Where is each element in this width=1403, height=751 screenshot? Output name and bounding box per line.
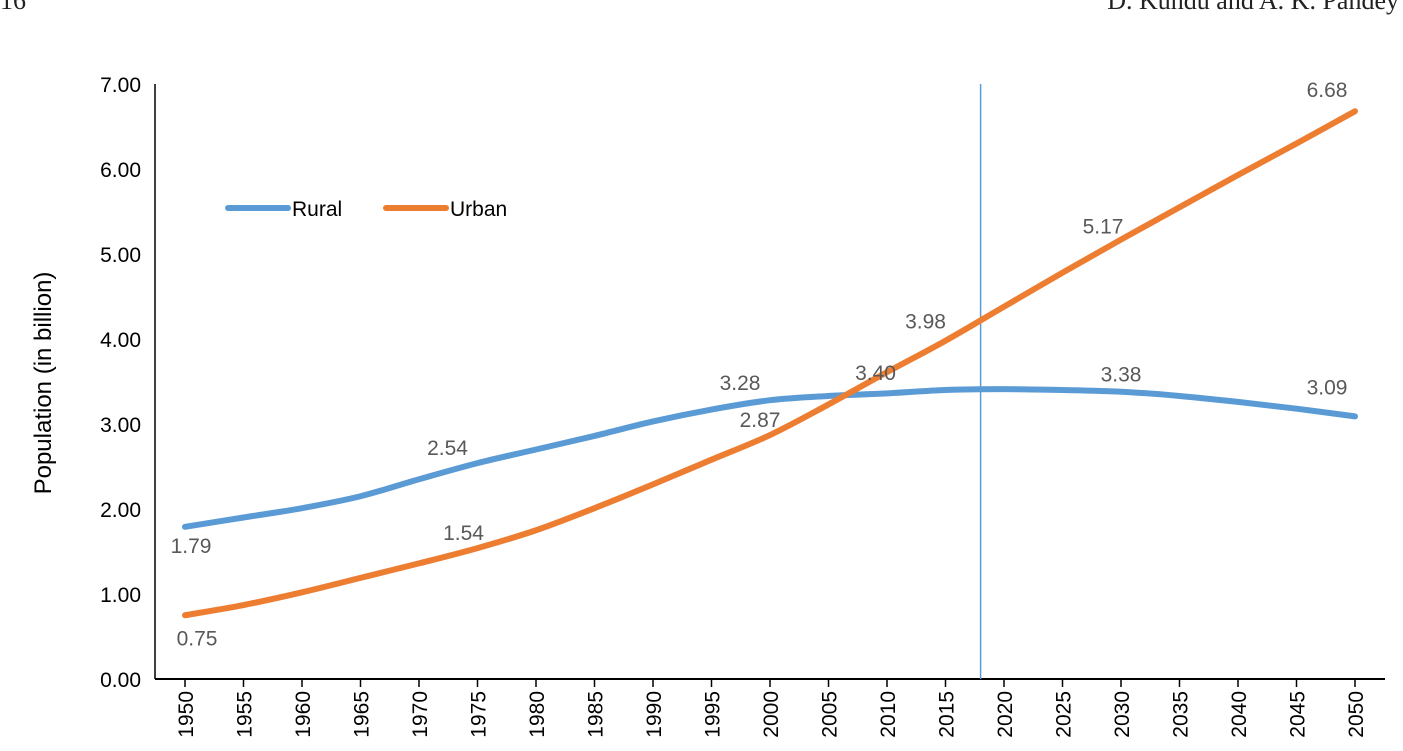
x-tick-label: 1950 [175, 691, 198, 738]
x-tick-label: 2040 [1228, 691, 1251, 738]
x-tick-label: 1965 [351, 691, 374, 738]
x-tick-label: 1955 [234, 691, 257, 738]
rural-data-label: 3.28 [720, 372, 761, 395]
x-tick-label: 2025 [1053, 691, 1076, 738]
urban-series-line [182, 108, 1358, 619]
rural-data-label: 2.54 [427, 437, 468, 460]
page-number: 16 [0, 0, 26, 15]
rural-data-label: 1.79 [171, 535, 212, 558]
urban-data-label: 0.75 [177, 627, 218, 650]
y-tick-label: 0.00 [100, 669, 141, 692]
y-tick-label: 3.00 [100, 414, 141, 437]
x-tick-label: 2045 [1287, 691, 1310, 738]
legend-label-urban: Urban [450, 198, 507, 221]
x-tick-label: 2030 [1111, 691, 1134, 738]
x-tick-label: 1960 [292, 691, 315, 738]
x-tick-label: 1980 [526, 691, 549, 738]
x-tick-label: 1975 [468, 691, 491, 738]
x-tick-label: 1995 [702, 691, 725, 738]
x-tick-label: 2005 [819, 691, 842, 738]
data-labels: 1.79 2.54 3.28 3.40 3.38 3.09 0.75 1.54 2.87 3.98… [171, 79, 1348, 650]
y-tick-label: 7.00 [100, 74, 141, 97]
urban-data-label: 2.87 [740, 409, 781, 432]
y-axis-label: Population (in billion) [30, 272, 57, 495]
x-tick-label: 2000 [760, 691, 783, 738]
y-tick-label: 2.00 [100, 499, 141, 522]
x-tick-label: 2010 [877, 691, 900, 738]
chart-legend: Rural Urban [225, 198, 507, 221]
urban-data-label: 3.98 [905, 311, 946, 334]
rural-data-label: 3.09 [1307, 376, 1348, 399]
chart-axes: 0.00 1.00 2.00 3.00 4.00 5.00 6.00 7.00 1950 1955… [100, 74, 1385, 738]
urban-data-label: 1.54 [443, 522, 484, 545]
y-tick-label: 1.00 [100, 584, 141, 607]
rural-data-label: 3.38 [1101, 364, 1142, 387]
x-tick-label: 2035 [1170, 691, 1193, 738]
x-tick-label: 1985 [585, 691, 608, 738]
series-lines [182, 108, 1358, 619]
rural-series-line [182, 386, 1358, 530]
y-tick-label: 6.00 [100, 159, 141, 182]
y-tick-label: 5.00 [100, 244, 141, 267]
page-header-authors: D. Kundu and A. K. Pandey [1107, 0, 1399, 15]
x-tick-label: 1970 [409, 691, 432, 738]
y-tick-label: 4.00 [100, 329, 141, 352]
x-tick-label: 2020 [994, 691, 1017, 738]
x-tick-label: 2050 [1345, 691, 1368, 738]
x-tick-label: 1990 [643, 691, 666, 738]
urban-data-label: 6.68 [1307, 79, 1348, 102]
urban-data-label: 5.17 [1083, 216, 1124, 239]
rural-data-label: 3.40 [855, 362, 896, 385]
legend-label-rural: Rural [292, 198, 342, 221]
x-tick-label: 2015 [936, 691, 959, 738]
